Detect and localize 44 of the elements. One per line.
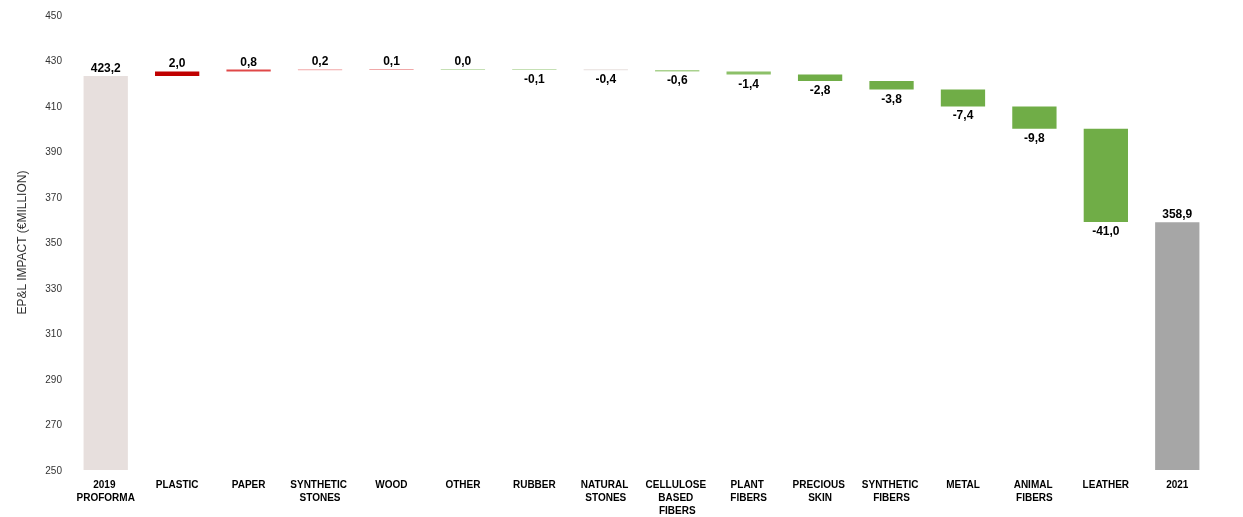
x-tick-label: RUBBER (512, 479, 557, 490)
data-label: -0,6 (666, 73, 688, 88)
data-label: -9,8 (1024, 130, 1046, 145)
x-tick-label: PAPER (231, 479, 267, 490)
y-axis-title: EP&L IMPACT (€MILLION) (15, 170, 29, 315)
x-tick-label: SYNTHETIC FIBERS (861, 479, 922, 503)
data-label: -0,1 (524, 71, 545, 86)
y-tick-label: 250 (45, 464, 63, 476)
y-tick-label: 430 (45, 55, 63, 66)
y-tick-label: 390 (45, 146, 63, 157)
data-label: -0,4 (595, 72, 617, 87)
x-tick-label: CELLULOSE BASED FIBERS (645, 479, 709, 516)
x-tick-label: METAL (946, 479, 980, 490)
x-tick-label: SYNTHETIC STONES (290, 479, 350, 503)
data-label: 0,0 (454, 53, 472, 68)
x-tick-label: WOOD (375, 479, 408, 490)
x-tick-label: NATURAL STONES (580, 479, 631, 503)
data-label: -7,4 (952, 108, 974, 123)
y-tick-label: 450 (45, 9, 63, 21)
data-label: 358,9 (1162, 207, 1193, 222)
y-tick-label: 290 (45, 373, 63, 385)
y-tick-label: 310 (45, 328, 63, 339)
x-tick-label: ANIMAL FIBERS (1013, 479, 1056, 503)
x-tick-label: 2019 PROFORMA (76, 479, 135, 503)
y-tick-label: 330 (45, 282, 63, 294)
x-tick-label: 2021 (1166, 479, 1189, 490)
data-label: -1,4 (738, 76, 760, 91)
y-tick-label: 270 (45, 419, 63, 430)
x-tick-label: PLASTIC (155, 479, 199, 490)
data-label: -2,8 (809, 82, 831, 97)
data-label: -41,0 (1092, 224, 1120, 239)
y-tick-label: 350 (45, 237, 63, 248)
y-tick-label: 410 (45, 100, 63, 112)
data-label: 423,2 (90, 60, 122, 75)
x-tick-label: PLANT FIBERS (730, 479, 768, 503)
data-label: 0,8 (240, 54, 258, 69)
y-tick-label: 370 (45, 191, 63, 203)
data-label: 2,0 (168, 56, 186, 71)
data-label: 0,1 (383, 53, 401, 68)
x-tick-label: PRECIOUS SKIN (792, 479, 848, 503)
data-label: -3,8 (881, 91, 903, 106)
data-label: 0,2 (311, 54, 329, 69)
x-tick-label: LEATHER (1082, 479, 1130, 490)
x-tick-label: OTHER (445, 479, 482, 490)
